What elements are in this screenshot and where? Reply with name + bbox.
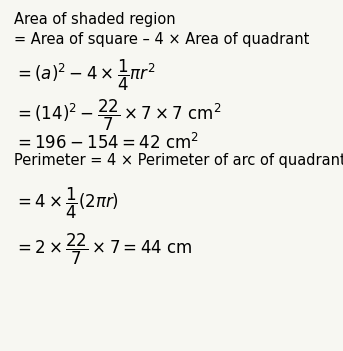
Text: = Area of square – 4 × Area of quadrant: = Area of square – 4 × Area of quadrant	[14, 32, 309, 47]
Text: $= 196 - 154 = 42 \text{ cm}^2$: $= 196 - 154 = 42 \text{ cm}^2$	[14, 133, 199, 153]
Text: $= (14)^2 - \dfrac{22}{7} \times 7 \times 7 \text{ cm}^2$: $= (14)^2 - \dfrac{22}{7} \times 7 \time…	[14, 98, 221, 133]
Text: Perimeter = 4 × Perimeter of arc of quadrant: Perimeter = 4 × Perimeter of arc of quad…	[14, 153, 343, 168]
Text: Area of shaded region: Area of shaded region	[14, 12, 175, 27]
Text: $= (a)^2 - 4 \times \dfrac{1}{4} \pi r^2$: $= (a)^2 - 4 \times \dfrac{1}{4} \pi r^2…	[14, 58, 155, 93]
Text: $= 2 \times \dfrac{22}{7} \times 7 = 44 \text{ cm}$: $= 2 \times \dfrac{22}{7} \times 7 = 44 …	[14, 232, 192, 267]
Text: $= 4 \times \dfrac{1}{4} (2\pi r)$: $= 4 \times \dfrac{1}{4} (2\pi r)$	[14, 186, 119, 221]
